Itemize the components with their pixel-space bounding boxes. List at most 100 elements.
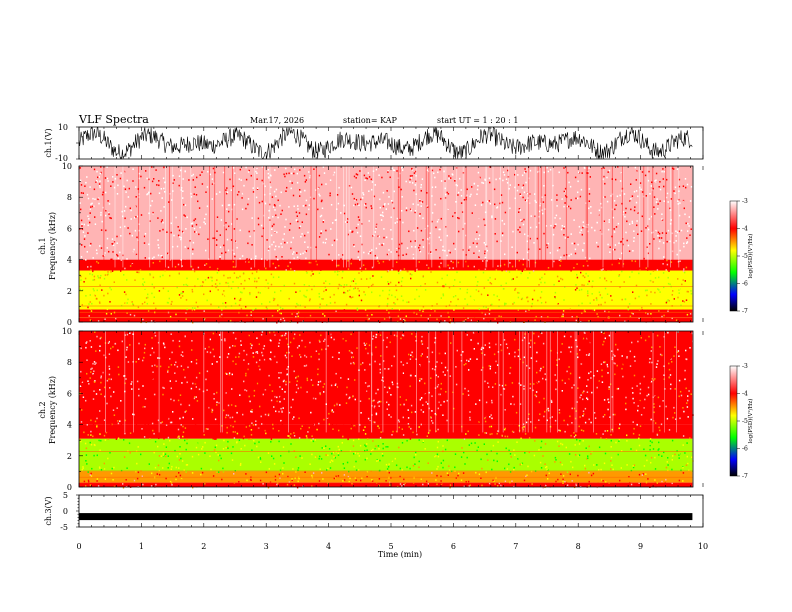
spectrogram-pixel — [632, 304, 635, 306]
spectrogram-pixel — [525, 382, 527, 385]
spectrogram-pixel — [302, 297, 305, 300]
spectrogram-pixel — [574, 248, 577, 251]
spectrogram-pixel — [477, 238, 480, 240]
spectrogram-pixel — [336, 264, 338, 267]
spectrogram-pixel — [682, 185, 685, 187]
spectrogram-pixel — [684, 178, 687, 180]
spectrogram-pixel — [649, 448, 651, 451]
spectrogram-pixel — [631, 260, 633, 262]
spectrogram-pixel — [214, 283, 217, 285]
spectrogram-pixel — [368, 220, 370, 222]
spectrogram-streak — [399, 166, 401, 268]
spectrogram-pixel — [581, 312, 583, 314]
spectrogram-pixel — [265, 279, 267, 281]
spectrogram-pixel — [468, 485, 470, 487]
spectrogram-pixel — [178, 194, 181, 196]
spectrogram-pixel — [388, 249, 390, 251]
spectrogram-pixel — [117, 255, 119, 257]
spectrogram-pixel — [547, 359, 550, 361]
spectrogram-pixel — [654, 277, 657, 279]
spectrogram-pixel — [575, 197, 577, 200]
spectrogram-pixel — [632, 274, 634, 276]
spectrogram-pixel — [557, 304, 560, 306]
spectrogram-pixel — [143, 356, 145, 359]
spectrogram-pixel — [132, 233, 135, 236]
spectrogram-pixel — [351, 482, 353, 485]
spectrogram-pixel — [313, 246, 315, 249]
spectrogram-pixel — [151, 292, 153, 295]
spectrogram-pixel — [331, 266, 333, 268]
spectrogram-pixel — [341, 214, 343, 216]
spectrogram-pixel — [608, 169, 611, 172]
spectrogram-pixel — [440, 207, 442, 210]
spectrogram-pixel — [325, 289, 327, 291]
spectrogram-pixel — [687, 223, 689, 225]
spectrogram-pixel — [650, 185, 652, 187]
spectrogram-pixel — [603, 167, 605, 169]
spectrogram-pixel — [454, 180, 456, 182]
spectrogram-pixel — [280, 318, 282, 321]
spectrogram-pixel — [649, 278, 651, 280]
spectrogram-pixel — [667, 304, 670, 307]
spectrogram-pixel — [422, 209, 424, 211]
spectrogram-pixel — [133, 291, 135, 293]
spectrogram-pixel — [522, 259, 525, 262]
spectrogram-pixel — [683, 458, 686, 461]
spectrogram-streak — [678, 166, 680, 268]
spectrogram-pixel — [210, 345, 212, 347]
spectrogram-pixel — [578, 304, 580, 307]
spectrogram-pixel — [159, 275, 161, 278]
spectrogram-pixel — [162, 274, 164, 277]
spectrogram-pixel — [570, 199, 572, 201]
spectrogram-pixel — [535, 315, 537, 318]
spectrogram-pixel — [330, 228, 332, 230]
spectrogram-pixel — [685, 222, 687, 225]
spectrogram-pixel — [634, 354, 636, 357]
spectrogram-pixel — [344, 440, 346, 443]
spectrogram-pixel — [296, 256, 299, 259]
spectrogram-pixel — [467, 461, 469, 464]
spectrogram-pixel — [638, 308, 641, 311]
spectrogram-streak — [500, 166, 501, 268]
spectrogram-pixel — [203, 221, 205, 223]
spectrogram-pixel — [246, 353, 248, 356]
spectrogram-pixel — [173, 234, 175, 237]
spectrogram-pixel — [422, 308, 425, 310]
spectrogram-pixel — [302, 205, 304, 207]
spectrogram-pixel — [608, 213, 610, 216]
spectrogram-pixel — [675, 230, 677, 232]
spectrogram-pixel — [356, 231, 359, 234]
spectrogram-streak — [537, 166, 539, 268]
spectrogram-pixel — [174, 364, 176, 366]
spectrogram-pixel — [147, 193, 149, 195]
spectrogram-pixel — [144, 301, 146, 304]
spectrogram-pixel — [436, 361, 438, 363]
spectrogram-pixel — [102, 191, 104, 194]
spectrogram-pixel — [356, 309, 359, 311]
spectrogram-pixel — [375, 223, 377, 225]
spectrogram-pixel — [665, 360, 667, 363]
spectrogram-pixel — [480, 278, 482, 281]
spectrogram-pixel — [170, 303, 172, 305]
spectrogram-pixel — [288, 259, 290, 262]
spectrogram-pixel — [132, 304, 135, 306]
spectrogram-pixel — [368, 176, 371, 178]
spectrogram-pixel — [91, 302, 93, 305]
spectrogram-pixel — [287, 475, 289, 478]
spectrogram-pixel — [358, 338, 361, 340]
spectrogram-pixel — [278, 301, 280, 303]
spectrogram-pixel — [547, 238, 549, 241]
spectrogram-pixel — [334, 456, 336, 459]
spectrogram-pixel — [496, 417, 499, 420]
spectrogram-pixel — [124, 170, 126, 172]
spectrogram-pixel — [142, 405, 144, 408]
spectrogram-pixel — [364, 338, 366, 340]
spectrogram-pixel — [414, 298, 416, 300]
spectrogram-pixel — [94, 198, 96, 200]
spectrogram-pixel — [630, 183, 632, 185]
spectrogram-pixel — [277, 304, 279, 306]
spectrogram-pixel — [430, 251, 432, 253]
spectrogram-pixel — [614, 180, 616, 183]
spectrogram-pixel — [658, 294, 661, 296]
spectrogram-pixel — [470, 193, 472, 196]
